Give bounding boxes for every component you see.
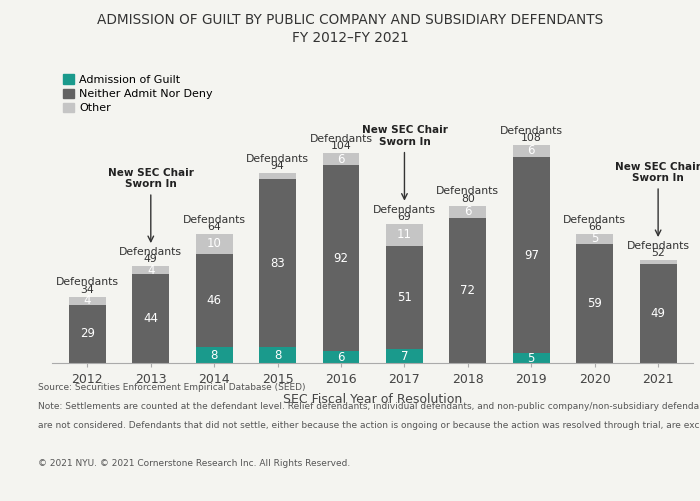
Text: 4: 4 xyxy=(83,294,91,307)
Text: Defendants: Defendants xyxy=(373,205,436,214)
Text: 5: 5 xyxy=(528,352,535,365)
Bar xyxy=(69,305,106,363)
Bar xyxy=(449,205,486,218)
X-axis label: SEC Fiscal Year of Resolution: SEC Fiscal Year of Resolution xyxy=(283,393,463,406)
Bar xyxy=(196,234,232,254)
Text: Defendants: Defendants xyxy=(500,126,563,136)
Text: 59: 59 xyxy=(587,297,602,310)
Text: 6: 6 xyxy=(337,351,345,364)
Bar xyxy=(386,224,423,246)
Text: 46: 46 xyxy=(206,294,222,307)
Text: Defendants: Defendants xyxy=(626,241,690,251)
Text: 97: 97 xyxy=(524,248,539,262)
Text: 80: 80 xyxy=(461,193,475,203)
Text: are not considered. Defendants that did not settle, either because the action is: are not considered. Defendants that did … xyxy=(38,421,700,430)
Text: 8: 8 xyxy=(274,349,281,362)
Text: Defendants: Defendants xyxy=(246,154,309,164)
Text: 66: 66 xyxy=(588,222,601,232)
Text: Defendants: Defendants xyxy=(564,215,626,225)
Bar xyxy=(259,347,296,363)
Bar xyxy=(386,349,423,363)
Text: 6: 6 xyxy=(464,205,472,218)
Text: 52: 52 xyxy=(651,248,665,258)
Bar xyxy=(513,353,550,363)
Text: 72: 72 xyxy=(461,284,475,297)
Bar xyxy=(323,165,359,351)
Text: © 2021 NYU. © 2021 Cornerstone Research Inc. All Rights Reserved.: © 2021 NYU. © 2021 Cornerstone Research … xyxy=(38,459,351,468)
Text: 64: 64 xyxy=(207,222,221,232)
Text: 69: 69 xyxy=(398,212,412,222)
Bar xyxy=(576,234,613,244)
Text: Defendants: Defendants xyxy=(119,247,182,257)
Text: 49: 49 xyxy=(144,254,158,264)
Text: Defendants: Defendants xyxy=(309,134,372,144)
Bar xyxy=(513,145,550,157)
Bar xyxy=(323,351,359,363)
Text: 10: 10 xyxy=(206,237,222,250)
Text: 104: 104 xyxy=(330,141,351,151)
Text: Note: Settlements are counted at the defendant level. Relief defendants, individ: Note: Settlements are counted at the def… xyxy=(38,402,700,411)
Text: Defendants: Defendants xyxy=(436,186,499,196)
Text: 51: 51 xyxy=(397,291,412,304)
Text: 83: 83 xyxy=(270,257,285,270)
Text: New SEC Chair
Sworn In: New SEC Chair Sworn In xyxy=(615,162,700,235)
Text: New SEC Chair
Sworn In: New SEC Chair Sworn In xyxy=(361,125,447,199)
Text: 11: 11 xyxy=(397,228,412,241)
Text: 4: 4 xyxy=(147,264,155,277)
Bar xyxy=(386,246,423,349)
Text: 108: 108 xyxy=(521,133,542,143)
Bar xyxy=(640,260,676,264)
Text: 49: 49 xyxy=(650,307,666,320)
Bar xyxy=(259,173,296,179)
Text: 6: 6 xyxy=(337,153,345,165)
Text: Defendants: Defendants xyxy=(56,278,119,288)
Bar xyxy=(196,254,232,347)
Text: 8: 8 xyxy=(211,349,218,362)
Text: 92: 92 xyxy=(333,252,349,265)
Bar xyxy=(196,347,232,363)
Bar xyxy=(513,157,550,353)
Bar xyxy=(449,218,486,363)
Text: 7: 7 xyxy=(400,350,408,363)
Text: 5: 5 xyxy=(591,232,598,245)
Text: FY 2012–FY 2021: FY 2012–FY 2021 xyxy=(292,31,408,45)
Bar xyxy=(640,264,676,363)
Text: Source: Securities Enforcement Empirical Database (SEED): Source: Securities Enforcement Empirical… xyxy=(38,383,306,392)
Text: 29: 29 xyxy=(80,328,95,340)
Text: 6: 6 xyxy=(528,144,535,157)
Legend: Admission of Guilt, Neither Admit Nor Deny, Other: Admission of Guilt, Neither Admit Nor De… xyxy=(58,70,217,118)
Text: New SEC Chair
Sworn In: New SEC Chair Sworn In xyxy=(108,168,194,241)
Text: 34: 34 xyxy=(80,285,94,295)
Bar xyxy=(259,179,296,347)
Text: 44: 44 xyxy=(144,312,158,325)
Text: ADMISSION OF GUILT BY PUBLIC COMPANY AND SUBSIDIARY DEFENDANTS: ADMISSION OF GUILT BY PUBLIC COMPANY AND… xyxy=(97,13,603,27)
Bar xyxy=(69,297,106,305)
Text: Defendants: Defendants xyxy=(183,215,246,225)
Bar xyxy=(576,244,613,363)
Bar xyxy=(132,266,169,274)
Text: 94: 94 xyxy=(271,161,284,171)
Bar xyxy=(323,153,359,165)
Bar xyxy=(132,274,169,363)
